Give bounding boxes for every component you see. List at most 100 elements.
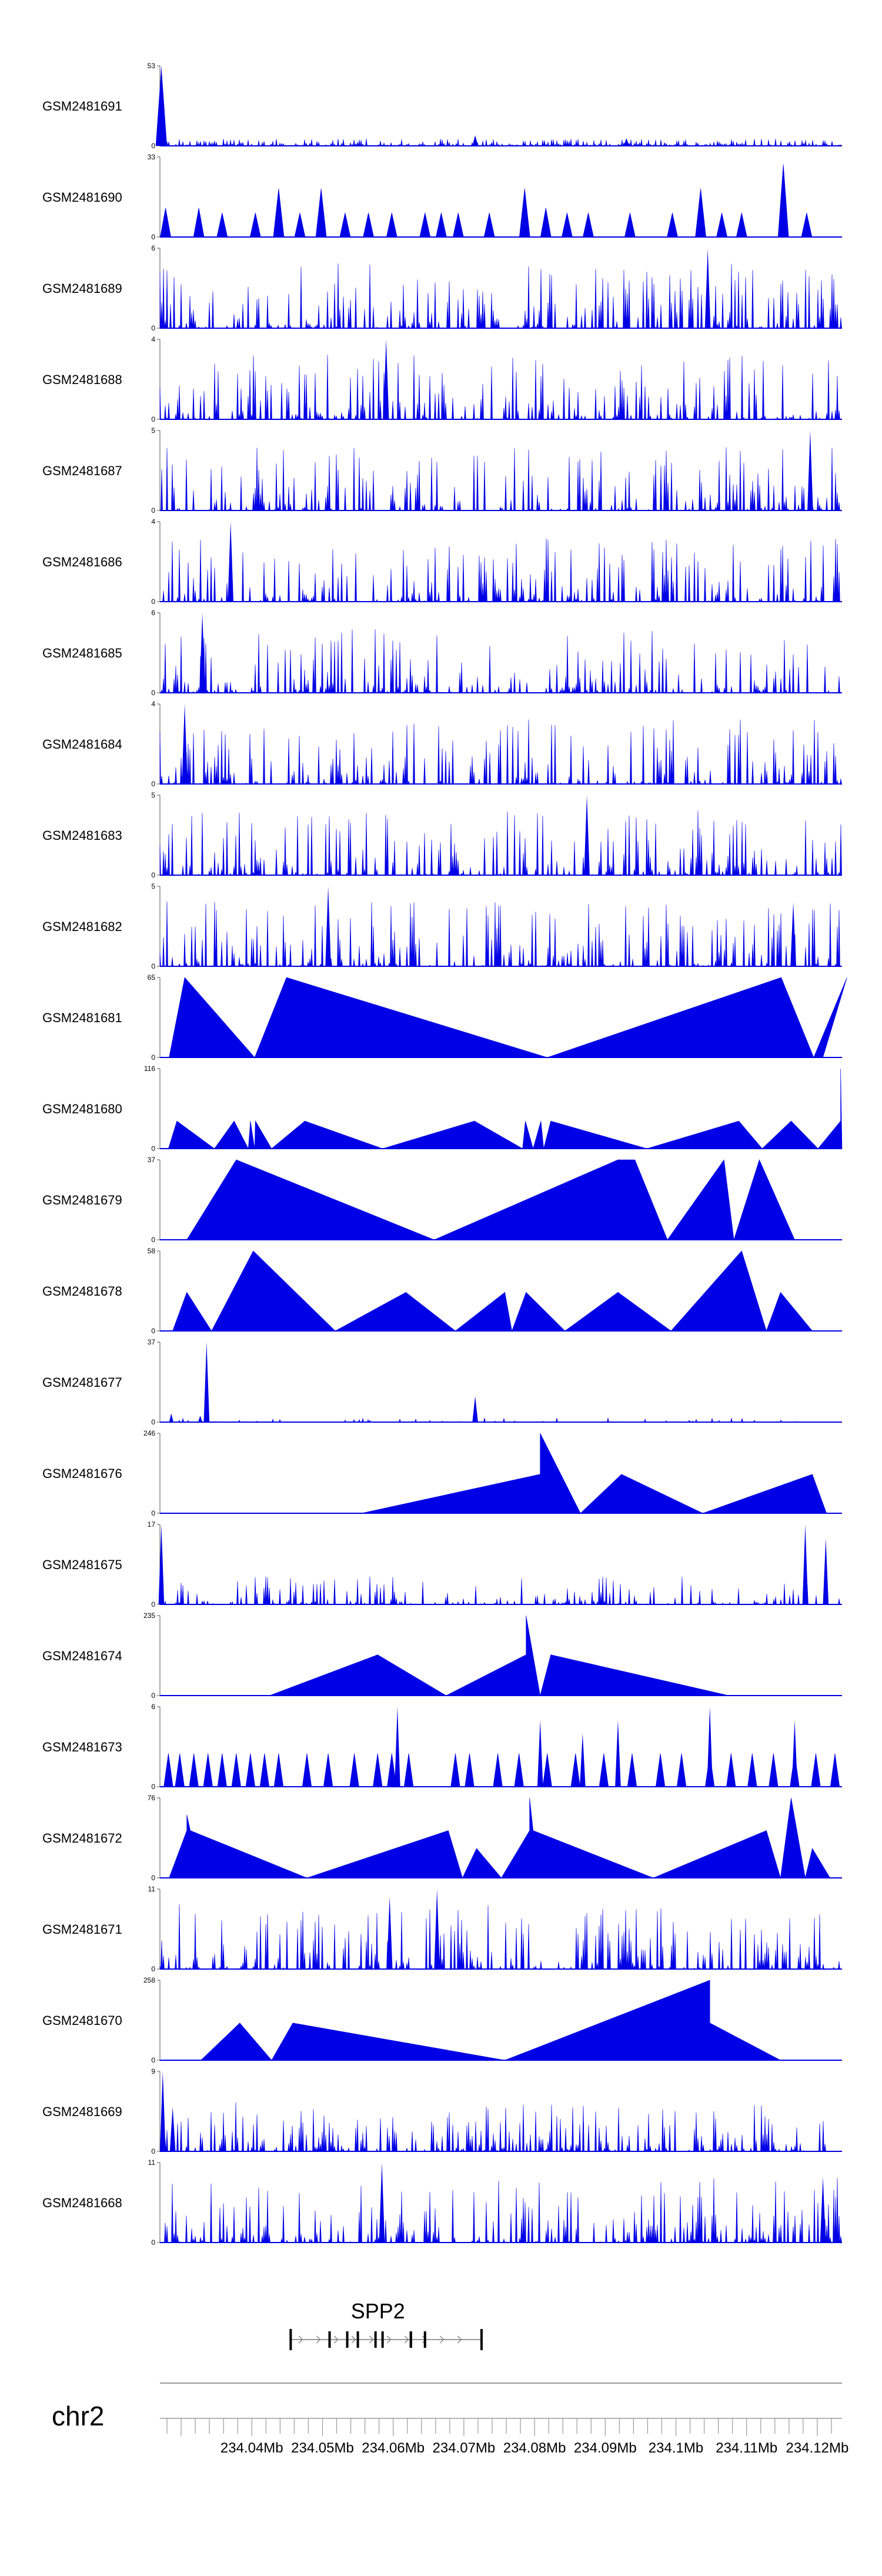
peak-spike [155, 66, 168, 146]
peak-spike [823, 1539, 829, 1604]
y-max-label: 76 [148, 1794, 156, 1802]
y-min-label: 0 [151, 2056, 155, 2064]
track-GSM2481684: GSM2481684 4 0 [42, 700, 842, 788]
coverage-area [159, 719, 842, 785]
y-min-label: 0 [151, 324, 155, 332]
y-min-label: 0 [151, 142, 155, 150]
track-GSM2481668: GSM2481668 11 0 [42, 2158, 842, 2247]
axis-tick-label: 234.12Mb [786, 2440, 849, 2456]
track-label: GSM2481684 [42, 737, 122, 752]
gene-exon [328, 2331, 331, 2348]
y-min-label: 0 [151, 1874, 155, 1882]
coverage-area [159, 263, 842, 329]
peak-spike [228, 522, 234, 602]
y-min-label: 0 [151, 233, 155, 241]
track-GSM2481677: GSM2481677 37 0 [42, 1338, 842, 1426]
y-min-label: 0 [151, 780, 155, 788]
track-label: GSM2481673 [42, 1740, 122, 1754]
track-label: GSM2481669 [42, 2104, 122, 2119]
coverage-area [200, 1980, 781, 2061]
y-min-label: 0 [151, 1783, 155, 1791]
axis-tick-label: 234.09Mb [574, 2440, 637, 2456]
peak-spike [615, 1720, 621, 1787]
coverage-area [159, 901, 842, 967]
track-label: GSM2481682 [42, 919, 122, 934]
coverage-area [160, 1753, 842, 1787]
coverage-area [159, 138, 842, 147]
y-max-label: 4 [151, 700, 155, 708]
coverage-area [160, 2177, 842, 2244]
coverage-area [160, 2102, 842, 2153]
peak-spike [623, 138, 630, 146]
y-min-label: 0 [151, 962, 155, 970]
track-label: GSM2481680 [42, 1102, 122, 1116]
y-max-label: 53 [148, 62, 156, 70]
y-max-label: 6 [151, 1703, 155, 1711]
gene-track: SPP2 [289, 2299, 483, 2350]
axis-tick-label: 234.08Mb [503, 2440, 566, 2456]
peak-spike [537, 1720, 543, 1787]
y-min-label: 0 [151, 506, 155, 515]
strand-arrow [333, 2335, 339, 2344]
track-GSM2481683: GSM2481683 5 0 [42, 791, 842, 879]
peak-spike [325, 886, 331, 966]
peak-spike [434, 1889, 440, 1969]
y-min-label: 0 [151, 1144, 155, 1153]
y-max-label: 6 [151, 244, 155, 252]
track-label: GSM2481687 [42, 463, 122, 478]
strand-arrow [316, 2335, 321, 2344]
coverage-area [160, 447, 842, 512]
y-max-label: 37 [148, 1156, 156, 1164]
gene-exon [356, 2331, 359, 2348]
track-GSM2481685: GSM2481685 6 0 [42, 609, 842, 697]
y-max-label: 11 [148, 2158, 156, 2167]
track-label: GSM2481674 [42, 1649, 122, 1663]
y-max-label: 6 [151, 609, 155, 617]
track-GSM2481673: GSM2481673 6 0 [42, 1703, 842, 1791]
track-GSM2481672: GSM2481672 76 0 [42, 1794, 842, 1882]
coverage-area [169, 1797, 831, 1878]
coverage-area [160, 1576, 842, 1606]
axis-tick-label: 234.07Mb [433, 2440, 496, 2456]
strand-arrow [386, 2335, 392, 2344]
y-min-label: 0 [151, 598, 155, 606]
data-tracks: GSM2481691530GSM2481690330GSM248168960GS… [42, 62, 847, 2247]
coverage-area [159, 355, 842, 421]
strand-arrow [369, 2335, 374, 2344]
track-GSM2481679: GSM2481679 37 0 [42, 1156, 842, 1244]
peak-spike [203, 1342, 210, 1422]
track-GSM2481686: GSM2481686 4 0 [42, 518, 842, 606]
coverage-area [160, 538, 842, 603]
gene-exon [289, 2329, 292, 2350]
y-max-label: 258 [143, 1976, 155, 1984]
coverage-area [159, 1904, 842, 1970]
peak-spike [199, 613, 205, 693]
peak-spike [791, 1720, 798, 1787]
peak-spike [160, 2071, 166, 2151]
y-max-label: 116 [144, 1065, 155, 1073]
peak-spike [704, 248, 711, 328]
track-GSM2481680: GSM2481680 116 0 [42, 1065, 843, 1153]
track-label: GSM2481672 [42, 1831, 122, 1846]
peak-spike [169, 1413, 173, 1422]
y-max-label: 5 [151, 882, 155, 890]
strand-arrow [351, 2335, 356, 2344]
axis-tick-label: 234.11Mb [716, 2440, 777, 2456]
strand-arrow [404, 2335, 409, 2344]
y-min-label: 0 [151, 1053, 155, 1062]
gene-exon [480, 2329, 483, 2350]
track-label: GSM2481677 [42, 1375, 122, 1390]
peak-spike [472, 1396, 478, 1422]
coverage-area [172, 1250, 813, 1332]
y-min-label: 0 [151, 871, 155, 879]
track-label: GSM2481691 [42, 99, 122, 114]
gene-exon [346, 2331, 349, 2348]
track-GSM2481675: GSM2481675 17 0 [42, 1520, 842, 1609]
peak-spike [790, 902, 796, 966]
peak-spike [386, 1896, 393, 1969]
coverage-area [269, 1615, 729, 1696]
track-label: GSM2481668 [42, 2195, 122, 2210]
y-min-label: 0 [151, 1418, 155, 1426]
y-max-label: 235 [143, 1611, 155, 1620]
y-max-label: 9 [151, 2067, 155, 2076]
